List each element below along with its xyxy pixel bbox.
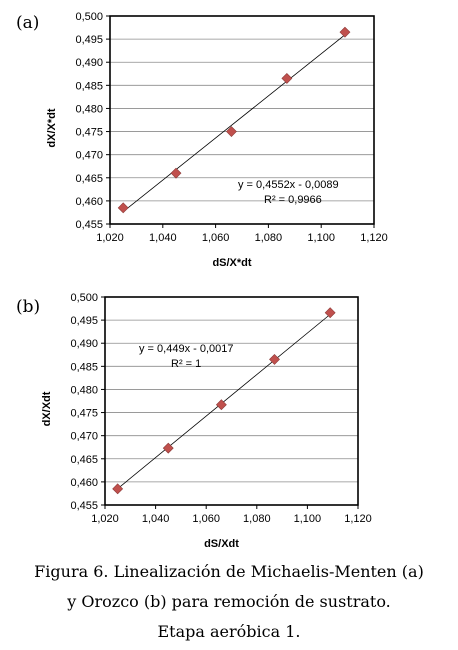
trendline bbox=[122, 34, 346, 212]
x-tick-label: 1,040 bbox=[149, 232, 177, 244]
y-tick-label: 0,460 bbox=[70, 477, 98, 489]
trendline bbox=[117, 314, 331, 490]
y-tick-label: 0,465 bbox=[75, 173, 103, 185]
y-tick-label: 0,485 bbox=[70, 361, 98, 373]
trendline-equation: y = 0,4552x - 0,0089 bbox=[238, 179, 339, 191]
y-tick-label: 0,480 bbox=[70, 384, 98, 396]
y-tick-label: 0,485 bbox=[75, 80, 103, 92]
y-tick-label: 0,475 bbox=[70, 408, 98, 420]
x-tick-label: 1,120 bbox=[344, 513, 372, 525]
plot-area-frame bbox=[104, 296, 359, 506]
x-tick-label: 1,020 bbox=[91, 513, 119, 525]
y-tick-label: 0,500 bbox=[70, 292, 98, 304]
y-tick-label: 0,470 bbox=[70, 431, 98, 443]
data-point bbox=[112, 483, 124, 495]
data-point bbox=[117, 202, 129, 214]
data-point bbox=[339, 26, 351, 38]
data-point bbox=[215, 399, 227, 411]
r-squared-label: R² = 0,9966 bbox=[264, 194, 322, 206]
panel-label: (a) bbox=[16, 13, 39, 33]
data-point bbox=[281, 72, 293, 84]
figure-caption-line-1: Figura 6. Linealización de Michaelis-Men… bbox=[34, 562, 424, 581]
chart-b: (b) 0,455 0,460 0,465 0,470 0,475 0,480 0,485 0,… bbox=[16, 292, 372, 550]
x-tick-label: 1,060 bbox=[192, 513, 220, 525]
y-tick-label: 0,475 bbox=[75, 127, 103, 139]
y-tick-label: 0,495 bbox=[70, 315, 98, 327]
x-tick-label: 1,020 bbox=[96, 232, 124, 244]
x-axis-title: dS/X*dt bbox=[212, 257, 251, 269]
plot-area-frame bbox=[109, 15, 375, 225]
y-tick-label: 0,460 bbox=[75, 196, 103, 208]
panel-label: (b) bbox=[16, 297, 40, 317]
y-tick-label: 0,480 bbox=[75, 103, 103, 115]
y-tick-label: 0,465 bbox=[70, 454, 98, 466]
r-squared-label: R² = 1 bbox=[171, 358, 201, 370]
trendline-equation: y = 0,449x - 0,0017 bbox=[139, 343, 233, 355]
x-tick-label: 1,080 bbox=[243, 513, 271, 525]
data-point bbox=[226, 126, 237, 137]
y-tick-label: 0,495 bbox=[75, 34, 103, 46]
figure-caption-line-3: Etapa aeróbica 1. bbox=[157, 622, 301, 641]
x-tick-label: 1,060 bbox=[202, 232, 230, 244]
x-axis-title: dS/Xdt bbox=[204, 538, 239, 550]
data-point bbox=[170, 167, 182, 179]
x-tick-label: 1,100 bbox=[307, 232, 335, 244]
y-tick-label: 0,455 bbox=[70, 500, 98, 512]
y-axis-title: dX/Xdt bbox=[41, 391, 53, 426]
x-tick-label: 1,100 bbox=[294, 513, 322, 525]
y-tick-label: 0,490 bbox=[70, 338, 98, 350]
y-tick-label: 0,490 bbox=[75, 57, 103, 69]
y-tick-label: 0,455 bbox=[75, 219, 103, 231]
data-point bbox=[269, 353, 280, 365]
data-point bbox=[324, 307, 336, 319]
figure-caption-line-2: y Orozco (b) para remoción de sustrato. bbox=[67, 592, 391, 611]
data-point bbox=[162, 442, 174, 454]
y-axis-title: dX/X*dt bbox=[46, 108, 58, 147]
chart-a: (a) 0,455 0,460 0,465 0,470 0,475 0,480 0,485 0,… bbox=[16, 11, 388, 269]
y-tick-label: 0,470 bbox=[75, 150, 103, 162]
y-tick-label: 0,500 bbox=[75, 11, 103, 23]
x-tick-label: 1,040 bbox=[142, 513, 170, 525]
x-tick-label: 1,120 bbox=[360, 232, 388, 244]
x-tick-label: 1,080 bbox=[255, 232, 283, 244]
